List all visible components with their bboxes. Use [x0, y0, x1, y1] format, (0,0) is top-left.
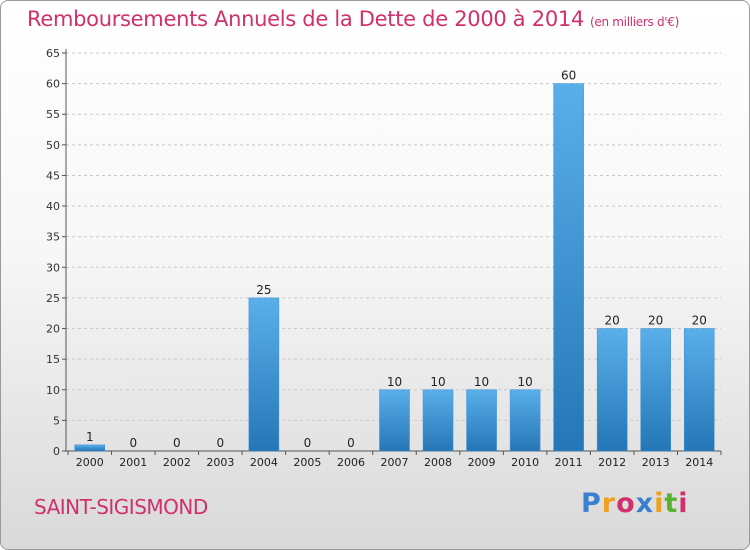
bar	[466, 389, 497, 452]
y-tick-label: 0	[53, 445, 60, 458]
x-tick-label: 2014	[685, 456, 713, 469]
data-label: 20	[605, 314, 620, 328]
x-tick-label: 2010	[511, 456, 539, 469]
bar	[248, 297, 280, 452]
bar	[596, 328, 628, 452]
x-tick-label: 2008	[424, 456, 452, 469]
logo-letter: x	[635, 488, 655, 519]
place-name: SAINT-SIGISMOND	[34, 495, 208, 519]
x-tick-label: 2013	[642, 456, 670, 469]
data-label: 25	[256, 283, 271, 297]
y-tick-label: 45	[46, 169, 60, 182]
x-tick-label: 2005	[293, 456, 321, 469]
data-label: 0	[304, 436, 312, 450]
x-tick-label: 2007	[381, 456, 409, 469]
data-label: 10	[387, 375, 402, 389]
y-tick-label: 5	[53, 414, 60, 427]
bar	[422, 389, 454, 452]
x-tick-label: 2004	[250, 456, 278, 469]
data-label: 0	[347, 436, 355, 450]
data-label: 20	[692, 314, 707, 328]
x-tick-label: 2000	[76, 456, 104, 469]
data-label: 0	[129, 436, 137, 450]
y-tick-label: 30	[46, 261, 60, 274]
chart-subtitle: (en milliers d'€)	[590, 15, 680, 29]
logo-letter: t	[664, 488, 679, 519]
logo-letter: o	[616, 488, 636, 519]
logo-letter: i	[654, 488, 665, 519]
y-tick-label: 55	[46, 108, 60, 121]
chart-title: Remboursements Annuels de la Dette de 20…	[27, 7, 679, 31]
data-label: 0	[173, 436, 181, 450]
y-tick-label: 40	[46, 200, 60, 213]
x-tick-label: 2011	[555, 456, 583, 469]
bar	[379, 389, 410, 452]
x-tick-label: 2006	[337, 456, 365, 469]
y-tick-label: 65	[46, 47, 60, 60]
logo-letter: i	[678, 488, 689, 519]
logo-letter: r	[601, 488, 617, 519]
bar	[74, 444, 106, 452]
x-tick-label: 2012	[598, 456, 626, 469]
data-label: 10	[474, 375, 489, 389]
y-tick-label: 60	[46, 78, 60, 91]
bar	[683, 328, 715, 452]
y-tick-label: 35	[46, 231, 60, 244]
proxiti-logo: Proxiti	[581, 488, 689, 519]
data-label: 20	[648, 314, 663, 328]
bar	[640, 328, 671, 452]
data-label: 60	[561, 69, 576, 83]
y-tick-label: 50	[46, 139, 60, 152]
data-label: 10	[430, 375, 445, 389]
y-tick-label: 20	[46, 323, 60, 336]
x-tick-label: 2009	[468, 456, 496, 469]
data-label: 10	[517, 375, 532, 389]
y-tick-label: 25	[46, 292, 60, 305]
chart-title-text: Remboursements Annuels de la Dette de 20…	[27, 7, 584, 31]
data-label: 0	[217, 436, 225, 450]
data-label: 1	[86, 430, 94, 444]
x-tick-label: 2002	[163, 456, 191, 469]
logo-letter: P	[581, 488, 602, 519]
bar	[509, 389, 541, 452]
x-tick-label: 2001	[119, 456, 147, 469]
y-tick-label: 10	[46, 384, 60, 397]
x-tick-label: 2003	[206, 456, 234, 469]
bar	[553, 83, 584, 452]
y-tick-label: 15	[46, 353, 60, 366]
